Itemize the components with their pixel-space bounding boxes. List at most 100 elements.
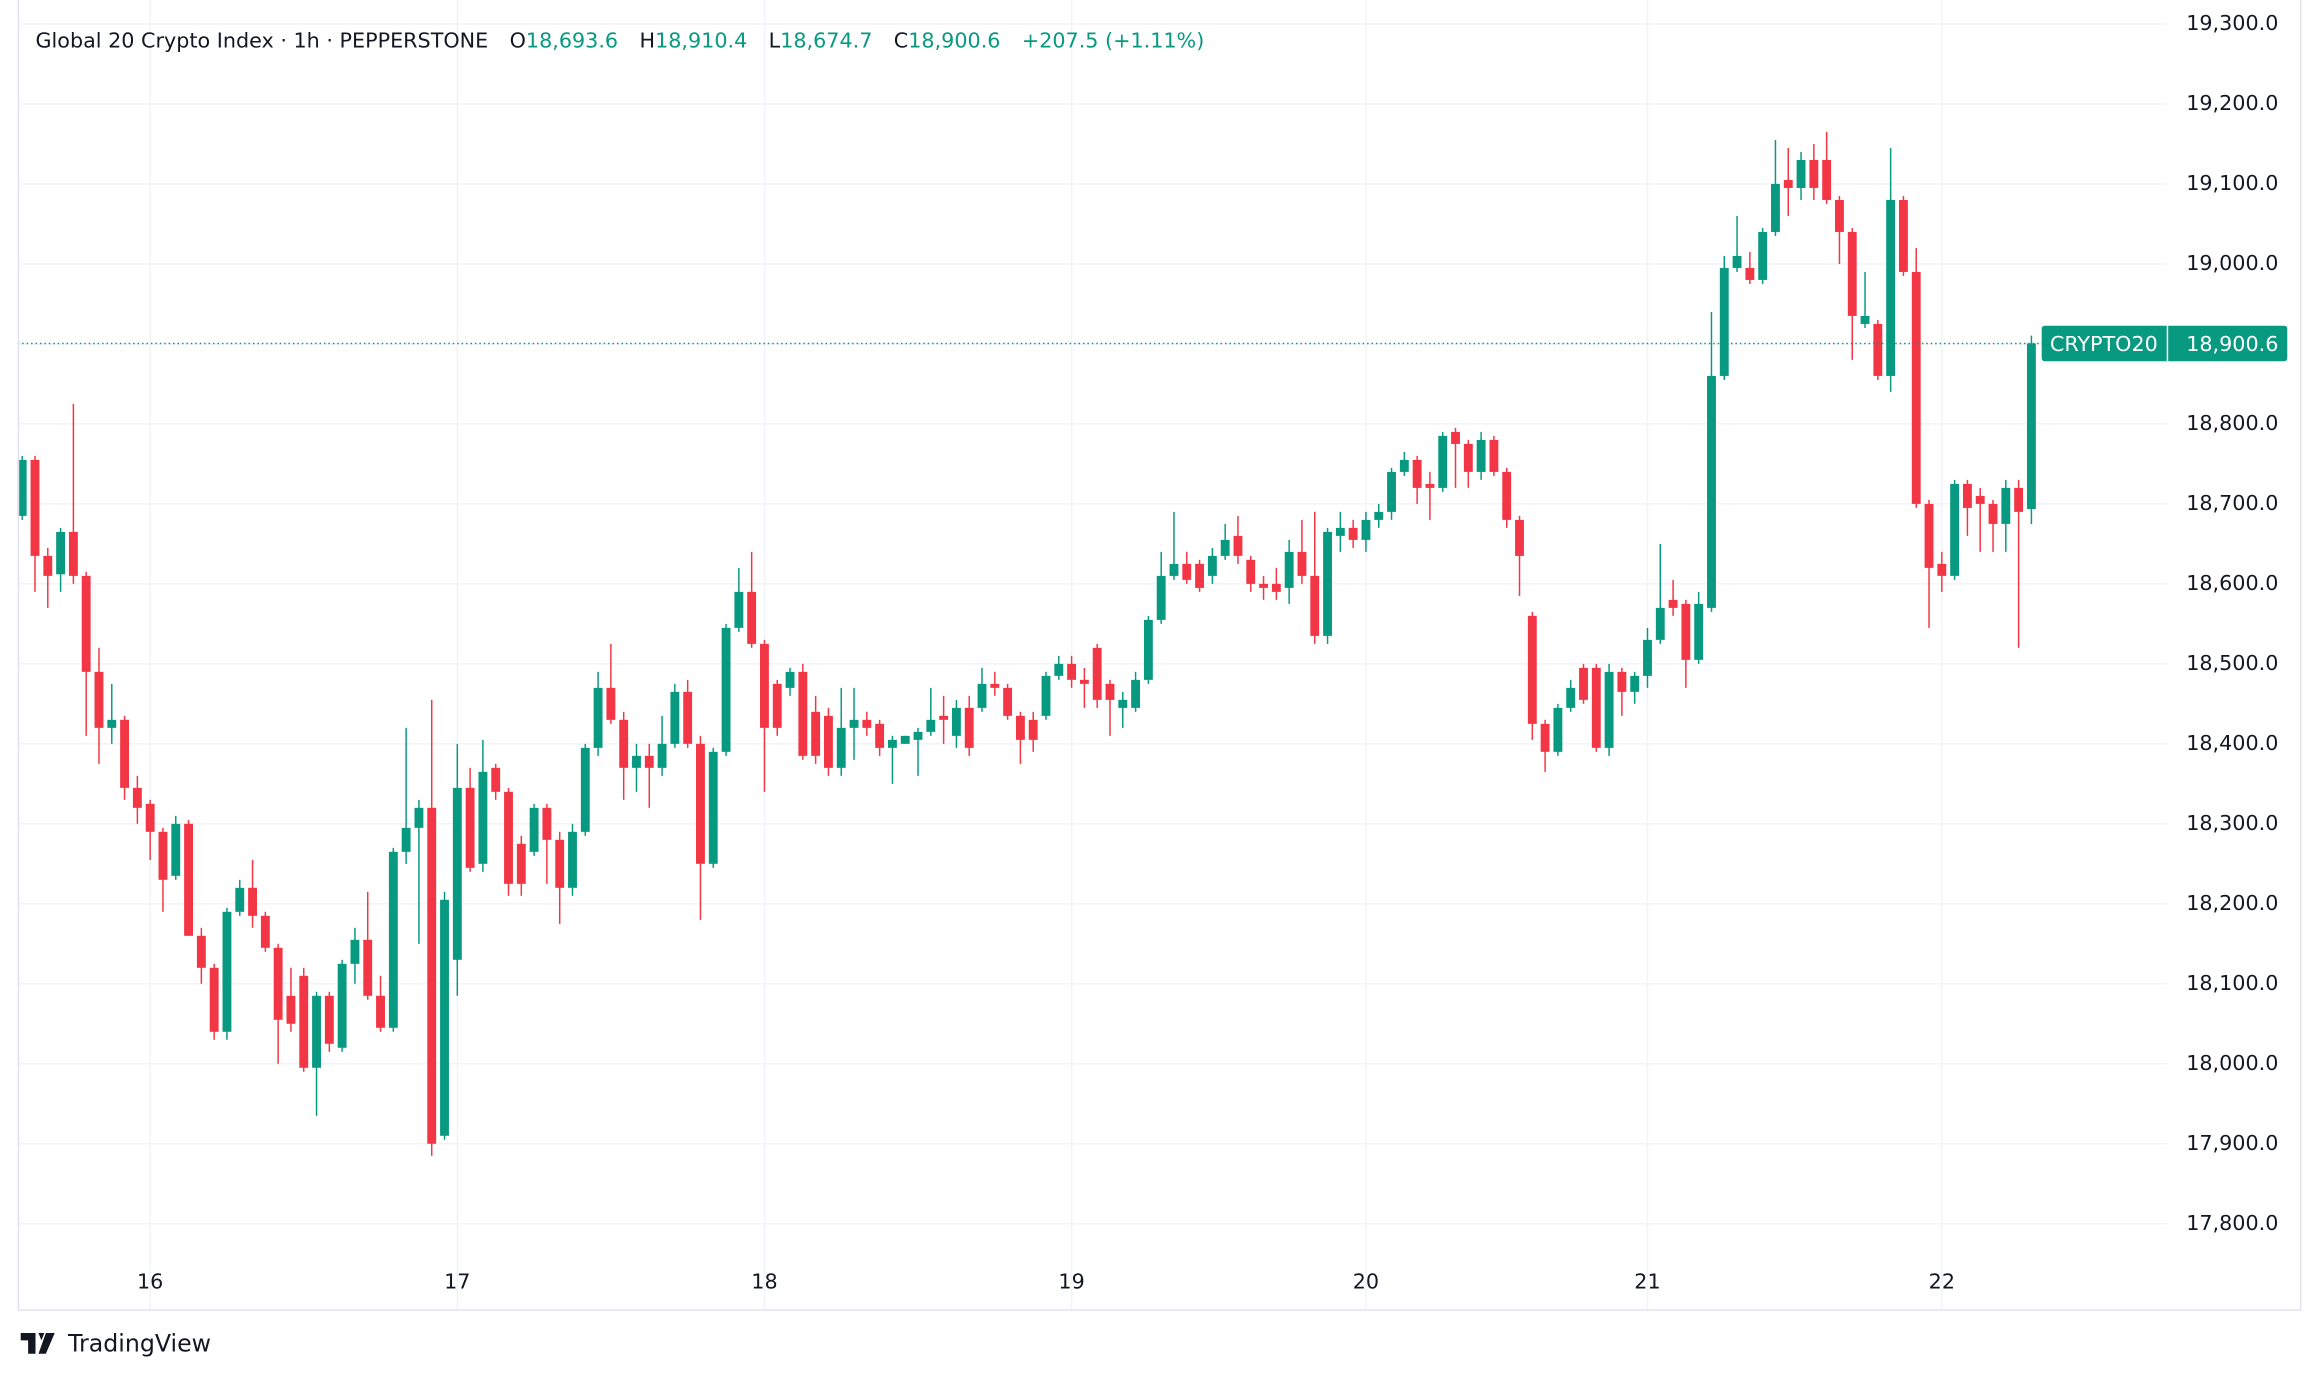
candle-body <box>1937 563 1947 576</box>
candle-body <box>593 687 603 748</box>
candle-body <box>452 787 462 960</box>
candle-body <box>632 755 641 768</box>
candle-body <box>17 459 27 516</box>
y-tick-label: 19,000.0 <box>2186 251 2278 275</box>
y-tick-label: 18,600.0 <box>2186 571 2278 595</box>
candle-body <box>683 691 693 744</box>
candle-body <box>1911 271 1921 504</box>
candle-body <box>1950 483 1960 576</box>
candle-body <box>337 963 347 1048</box>
attribution: TradingView <box>67 1329 211 1357</box>
candle-body <box>1105 683 1115 700</box>
candle-body <box>1835 199 1844 232</box>
candle-body <box>1131 679 1141 708</box>
candle-body <box>951 707 961 736</box>
candle-body <box>1515 519 1524 556</box>
candle-body <box>1847 231 1857 316</box>
candle-body <box>1220 539 1230 556</box>
candle-body <box>196 935 206 968</box>
price-tag-symbol: CRYPTO20 <box>2050 332 2158 356</box>
candle-body <box>836 727 846 768</box>
candle-body <box>1335 527 1345 536</box>
y-tick-label: 18,200.0 <box>2186 891 2278 915</box>
price-tag <box>2041 325 2288 362</box>
candle-body <box>1655 607 1665 640</box>
candle-body <box>1604 671 1614 748</box>
candle-body <box>1758 231 1768 280</box>
candle-body <box>1617 671 1627 692</box>
candle-body <box>1924 503 1934 568</box>
legend-value: 18,674.7 <box>780 28 872 52</box>
candle-body <box>849 719 859 728</box>
candle-body <box>260 915 270 948</box>
candle-body <box>440 899 449 1136</box>
candle-body <box>171 823 181 876</box>
y-tick-label: 18,000.0 <box>2186 1051 2278 1075</box>
candle-body <box>504 791 513 884</box>
candle-body <box>1822 159 1832 200</box>
y-tick-label: 18,500.0 <box>2186 651 2278 675</box>
candle-body <box>964 707 974 748</box>
candle-body <box>478 771 488 864</box>
x-tick-label: 18 <box>751 1270 777 1294</box>
candle-body <box>1745 267 1755 280</box>
legend: Global 20 Crypto Index · 1h · PEPPERSTON… <box>36 28 1205 52</box>
candle-body <box>1310 575 1320 636</box>
candle-body <box>926 719 936 732</box>
legend-value: 18,900.6 <box>908 28 1000 52</box>
candle-body <box>132 787 142 808</box>
candle-body <box>222 911 232 1032</box>
candle-body <box>491 767 501 792</box>
y-tick-label: 18,100.0 <box>2186 971 2278 995</box>
candle-body <box>1732 255 1742 268</box>
candle-body <box>1681 603 1691 660</box>
candle-body <box>1297 551 1307 576</box>
candle-body <box>1783 179 1793 188</box>
candle-body <box>145 803 155 832</box>
candle-body <box>1028 719 1038 740</box>
candle-body <box>1796 159 1806 188</box>
candle-body <box>1668 599 1678 608</box>
candle-body <box>248 887 257 916</box>
candle-body <box>312 995 321 1068</box>
candle-body <box>1975 495 1985 504</box>
candle-body <box>696 743 705 864</box>
frame <box>17 0 2302 1311</box>
candle-body <box>273 947 283 1020</box>
candle-body <box>798 671 808 756</box>
candle-body <box>1041 675 1051 716</box>
legend-key: L <box>769 28 781 52</box>
legend-key: C <box>894 28 908 52</box>
y-tick-label: 18,400.0 <box>2186 731 2278 755</box>
candle-body <box>1502 471 1512 520</box>
candle-body <box>1143 619 1153 680</box>
legend-value: 18,910.4 <box>655 28 747 52</box>
candle-body <box>1079 679 1089 684</box>
candle-body <box>1374 511 1384 520</box>
candle-body <box>862 719 872 728</box>
legend-key: O <box>510 28 526 52</box>
candle-body <box>1003 687 1013 716</box>
candle-body <box>1489 439 1499 472</box>
y-tick-label: 18,700.0 <box>2186 491 2278 515</box>
y-tick-label: 18,300.0 <box>2186 811 2278 835</box>
candle-body <box>1553 707 1563 752</box>
candle-body <box>977 683 987 708</box>
candle-body <box>363 939 373 996</box>
candle-body <box>286 995 296 1024</box>
candle-body <box>1873 323 1883 376</box>
y-tick-label: 18,800.0 <box>2186 411 2278 435</box>
candle-body <box>68 531 78 576</box>
candle-body <box>376 995 385 1028</box>
candle-body <box>1271 583 1281 592</box>
logo-icon <box>20 1333 55 1354</box>
candle-body <box>811 711 821 756</box>
y-tick-label: 17,800.0 <box>2186 1211 2278 1235</box>
candle-body <box>401 827 411 852</box>
candle-body <box>1207 555 1217 576</box>
y-tick-label: 19,200.0 <box>2186 91 2278 115</box>
candle-body <box>1962 483 1972 508</box>
candle-body <box>2014 487 2024 512</box>
candle-body <box>824 715 833 768</box>
